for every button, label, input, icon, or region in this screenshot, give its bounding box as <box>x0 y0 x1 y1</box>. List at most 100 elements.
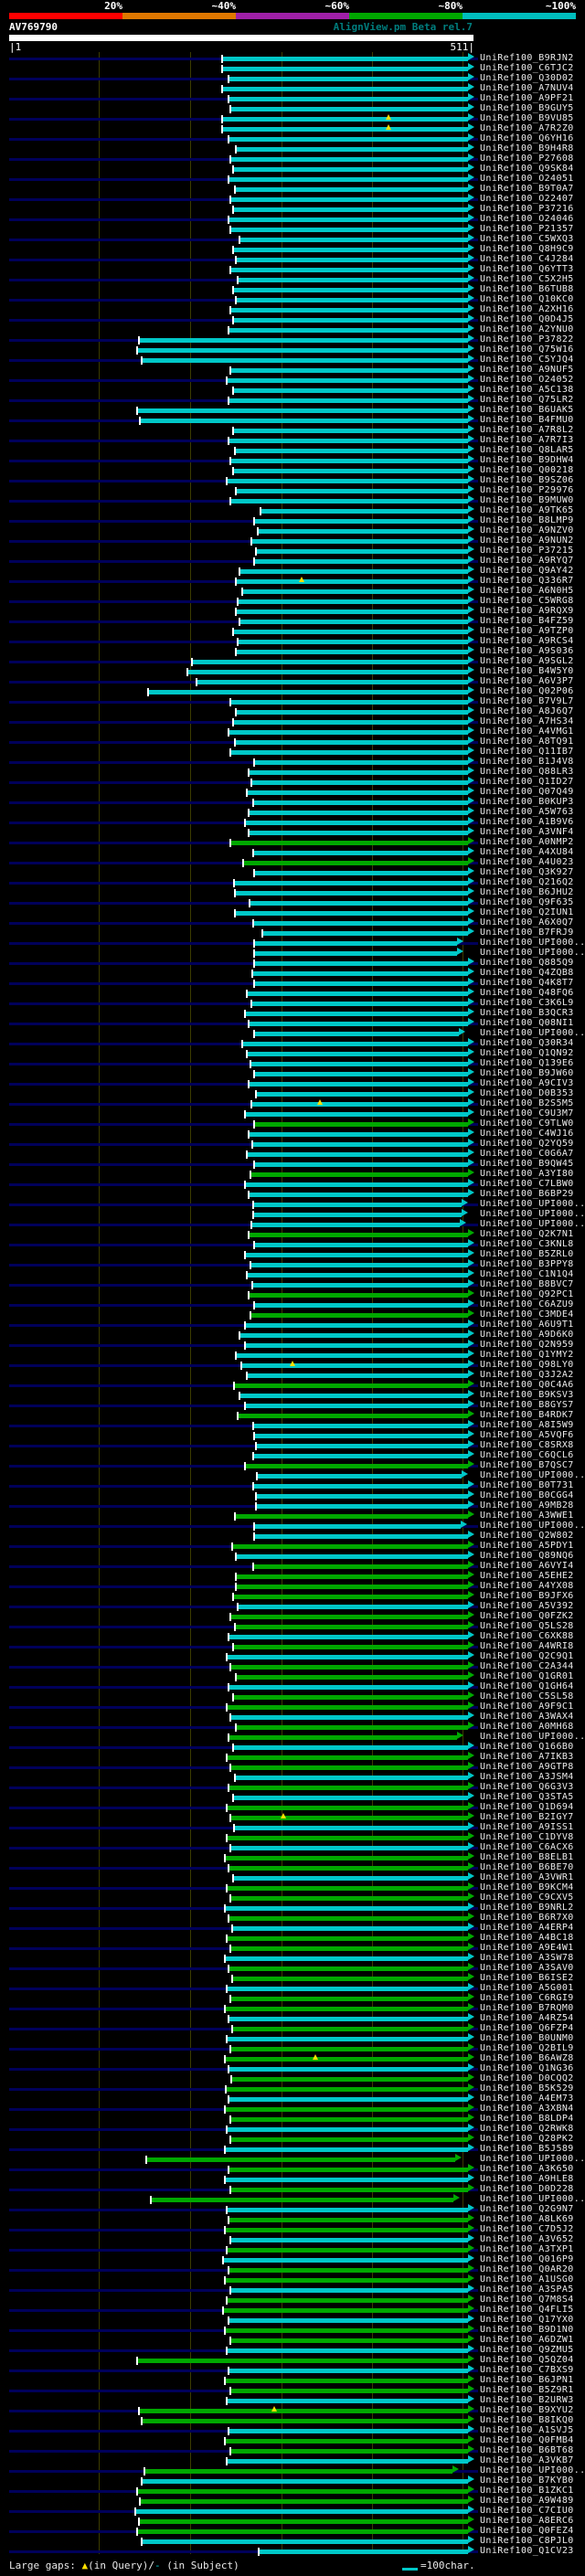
hsp-bar[interactable] <box>256 1504 468 1509</box>
hit-id-label[interactable]: UniRef100_C7CIU0 <box>480 2506 574 2516</box>
hsp-bar[interactable] <box>254 519 468 524</box>
hit-id-label[interactable]: UniRef100_A9D6K0 <box>480 1330 574 1340</box>
hsp-bar[interactable] <box>227 2459 468 2464</box>
hit-id-label[interactable]: UniRef100_Q2K7N1 <box>480 1229 574 1239</box>
hsp-bar[interactable] <box>230 1615 468 1619</box>
hsp-bar[interactable] <box>232 1926 468 1931</box>
hit-id-label[interactable]: UniRef100_Q8LAR5 <box>480 445 574 455</box>
hsp-bar[interactable] <box>140 2499 468 2504</box>
hit-id-label[interactable]: UniRef100_A4RZ54 <box>480 2013 574 2023</box>
hsp-bar[interactable] <box>225 2228 468 2232</box>
hit-id-label[interactable]: UniRef100_Q6FZP4 <box>480 2023 574 2033</box>
hit-id-label[interactable]: UniRef100_Q5LS28 <box>480 1621 574 1631</box>
hsp-bar[interactable] <box>236 298 468 302</box>
hit-id-label[interactable]: UniRef100_B6TUB8 <box>480 284 574 294</box>
hsp-bar[interactable] <box>230 499 468 504</box>
hsp-bar[interactable] <box>192 660 468 664</box>
hit-id-label[interactable]: UniRef100_UPI000.. <box>480 2154 585 2164</box>
hit-id-label[interactable]: UniRef100_Q30R34 <box>480 1038 574 1048</box>
hit-id-label[interactable]: UniRef100_Q2RWK8 <box>480 2124 574 2134</box>
hit-id-label[interactable]: UniRef100_C4WJ16 <box>480 1129 574 1139</box>
hit-id-label[interactable]: UniRef100_A9TK65 <box>480 505 574 515</box>
hit-id-label[interactable]: UniRef100_D0D228 <box>480 2184 574 2194</box>
hsp-bar[interactable] <box>232 2027 468 2031</box>
hit-id-label[interactable]: UniRef100_C7BXS9 <box>480 2365 574 2375</box>
hsp-bar[interactable] <box>230 750 468 755</box>
hsp-bar[interactable] <box>233 288 468 292</box>
hit-id-label[interactable]: UniRef100_A2YNU0 <box>480 324 574 334</box>
hsp-bar[interactable] <box>245 821 468 825</box>
hit-id-label[interactable]: UniRef100_B9KSV3 <box>480 1390 574 1400</box>
hit-id-label[interactable]: UniRef100_B9RJN2 <box>480 53 574 63</box>
hit-id-label[interactable]: UniRef100_P29976 <box>480 485 574 495</box>
hit-id-label[interactable]: UniRef100_A9E4W1 <box>480 1943 574 1953</box>
hsp-bar[interactable] <box>249 1082 468 1087</box>
hsp-bar[interactable] <box>236 650 468 654</box>
hit-id-label[interactable]: UniRef100_Q11IB7 <box>480 747 574 757</box>
hsp-bar[interactable] <box>262 931 468 936</box>
hsp-bar[interactable] <box>230 268 468 272</box>
hit-id-label[interactable]: UniRef100_Q2IUN1 <box>480 907 574 917</box>
hit-id-label[interactable]: UniRef100_Q0FZK2 <box>480 1611 574 1621</box>
hsp-bar[interactable] <box>254 559 468 564</box>
hit-id-label[interactable]: UniRef100_Q6G3V3 <box>480 1782 574 1792</box>
hit-id-label[interactable]: UniRef100_Q92PC1 <box>480 1289 574 1299</box>
hsp-bar[interactable] <box>233 1876 468 1881</box>
hit-id-label[interactable]: UniRef100_C7D5J2 <box>480 2224 574 2234</box>
hit-id-label[interactable]: UniRef100_B9JW60 <box>480 1068 574 1078</box>
hit-id-label[interactable]: UniRef100_UPI000.. <box>480 1028 585 1038</box>
hit-id-label[interactable]: UniRef100_Q88LR3 <box>480 767 574 777</box>
hit-id-label[interactable]: UniRef100_Q0FMB4 <box>480 2435 574 2445</box>
hit-id-label[interactable]: UniRef100_B9DHW4 <box>480 455 574 465</box>
hsp-bar[interactable] <box>245 1012 468 1016</box>
hsp-bar[interactable] <box>223 2308 468 2313</box>
hsp-bar[interactable] <box>231 2077 468 2082</box>
hsp-bar[interactable] <box>236 1675 468 1680</box>
hit-id-label[interactable]: UniRef100_UPI000.. <box>480 1521 585 1531</box>
hit-id-label[interactable]: UniRef100_A9HLE8 <box>480 2174 574 2184</box>
hsp-bar[interactable] <box>249 1022 468 1026</box>
hit-id-label[interactable]: UniRef100_A5EHE2 <box>480 1571 574 1581</box>
hsp-bar[interactable] <box>225 2328 468 2333</box>
hit-id-label[interactable]: UniRef100_Q98LY0 <box>480 1360 574 1370</box>
hit-id-label[interactable]: UniRef100_Q9SK84 <box>480 164 574 174</box>
hit-id-label[interactable]: UniRef100_A3VKB7 <box>480 2455 574 2465</box>
hit-id-label[interactable]: UniRef100_A4WRI8 <box>480 1641 574 1651</box>
hsp-bar[interactable] <box>251 539 468 544</box>
hit-id-label[interactable]: UniRef100_A9W489 <box>480 2496 574 2506</box>
hit-id-label[interactable]: UniRef100_C9U3M7 <box>480 1108 574 1118</box>
hit-id-label[interactable]: UniRef100_UPI000.. <box>480 2194 585 2204</box>
hsp-bar[interactable] <box>230 228 468 232</box>
hsp-bar[interactable] <box>236 710 468 715</box>
hsp-bar[interactable] <box>140 419 468 423</box>
hsp-bar[interactable] <box>251 780 468 785</box>
hit-id-label[interactable]: UniRef100_C5WXQ3 <box>480 234 574 244</box>
hit-id-label[interactable]: UniRef100_B9D1N0 <box>480 2325 574 2335</box>
hsp-bar[interactable] <box>222 67 468 71</box>
hit-id-label[interactable]: UniRef100_UPI000.. <box>480 1470 585 1480</box>
hsp-bar[interactable] <box>247 991 468 996</box>
hsp-bar[interactable] <box>225 2439 468 2443</box>
hsp-bar[interactable] <box>254 871 468 875</box>
hit-id-label[interactable]: UniRef100_B6JHU2 <box>480 887 574 897</box>
hsp-bar[interactable] <box>137 408 468 413</box>
hit-id-label[interactable]: UniRef100_Q2BIL9 <box>480 2043 574 2053</box>
hsp-bar[interactable] <box>230 1846 468 1850</box>
hsp-bar[interactable] <box>142 2419 468 2423</box>
hit-id-label[interactable]: UniRef100_P21357 <box>480 224 574 234</box>
hit-id-label[interactable]: UniRef100_B6ISE2 <box>480 1973 574 1983</box>
hit-id-label[interactable]: UniRef100_B2S5M5 <box>480 1098 574 1108</box>
hit-id-label[interactable]: UniRef100_C6AZU9 <box>480 1299 574 1309</box>
hsp-bar[interactable] <box>223 2258 468 2263</box>
hit-id-label[interactable]: UniRef100_A8TQ91 <box>480 737 574 747</box>
hsp-bar[interactable] <box>253 1454 468 1458</box>
hsp-bar[interactable] <box>197 680 468 684</box>
hit-id-label[interactable]: UniRef100_A7NUV4 <box>480 83 574 93</box>
hsp-bar[interactable] <box>249 1233 468 1237</box>
hsp-bar[interactable] <box>229 137 468 142</box>
hsp-bar[interactable] <box>230 2288 468 2293</box>
hsp-bar[interactable] <box>254 1524 461 1529</box>
hit-id-label[interactable]: UniRef100_B6BE70 <box>480 1862 574 1872</box>
hit-id-label[interactable]: UniRef100_B1ZKC1 <box>480 2486 574 2496</box>
hit-id-label[interactable]: UniRef100_Q2YQ59 <box>480 1139 574 1149</box>
